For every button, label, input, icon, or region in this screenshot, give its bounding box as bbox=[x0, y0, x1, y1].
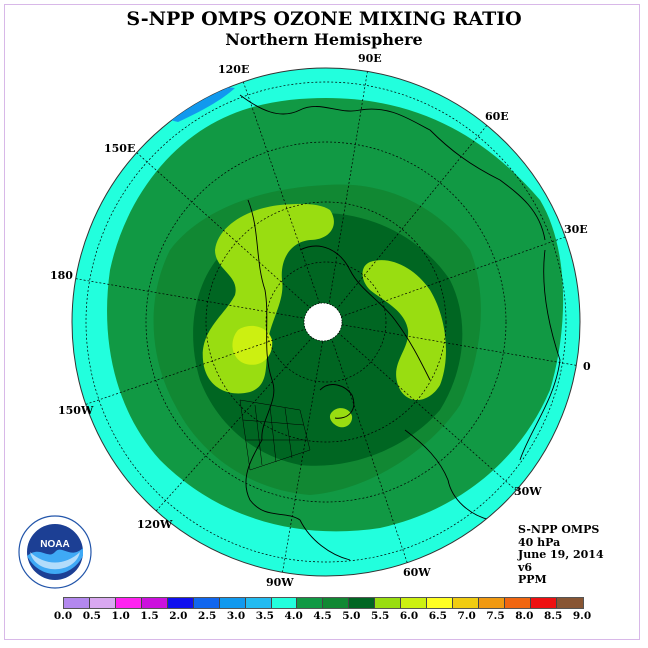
map-subtitle: Northern Hemisphere bbox=[225, 30, 423, 49]
colorbar-tick-label: 4.0 bbox=[284, 610, 303, 622]
colorbar-swatch bbox=[193, 598, 220, 608]
noaa-logo-text: NOAA bbox=[40, 539, 69, 550]
colorbar-tick-label: 0.5 bbox=[82, 610, 101, 622]
info-block: S-NPP OMPS 40 hPa June 19, 2014 v6 PPM bbox=[518, 523, 604, 587]
colorbar bbox=[63, 597, 584, 609]
coastlines bbox=[239, 94, 561, 561]
colorbar-tick-label: 0.0 bbox=[53, 610, 73, 622]
lon-label-90e: 90E bbox=[358, 52, 382, 65]
lon-label-30e: 30E bbox=[564, 223, 588, 236]
colorbar-tick-label: 5.5 bbox=[371, 610, 390, 622]
info-instrument: S-NPP OMPS bbox=[518, 523, 600, 536]
colorbar-swatch bbox=[115, 598, 142, 608]
colorbar-swatch bbox=[401, 598, 428, 608]
info-pressure: 40 hPa bbox=[518, 535, 561, 549]
band-low-patch bbox=[170, 87, 235, 122]
colorbar-tick-label: 7.5 bbox=[486, 610, 505, 622]
lon-label-150e: 150E bbox=[104, 142, 136, 155]
colorbar-swatch bbox=[556, 598, 583, 608]
colorbar-tick-label: 7.0 bbox=[457, 610, 476, 622]
lon-label-120e: 120E bbox=[218, 63, 250, 76]
map-title: S-NPP OMPS OZONE MIXING RATIO bbox=[126, 8, 522, 30]
colorbar-swatch bbox=[64, 598, 90, 608]
colorbar-tick-label: 8.5 bbox=[544, 610, 563, 622]
band-5-5-small bbox=[329, 408, 353, 428]
colorbar-tick-label: 4.5 bbox=[313, 610, 332, 622]
band-5-5-right bbox=[362, 260, 446, 400]
lon-label-30w: 30W bbox=[514, 485, 542, 498]
colorbar-tick-label: 9.0 bbox=[572, 610, 592, 622]
pole-no-data bbox=[303, 302, 343, 342]
colorbar-swatch bbox=[297, 598, 324, 608]
colorbar-tick-label: 2.0 bbox=[169, 610, 188, 622]
colorbar-tick-label: 2.5 bbox=[198, 610, 217, 622]
colorbar-swatch bbox=[453, 598, 479, 608]
colorbar-tick-label: 5.0 bbox=[342, 610, 361, 622]
colorbar-tick-label: 8.0 bbox=[515, 610, 534, 622]
colorbar-swatch bbox=[271, 598, 298, 608]
lon-label-90w: 90W bbox=[266, 576, 294, 589]
colorbar-swatch bbox=[530, 598, 557, 608]
colorbar-tick-label: 3.5 bbox=[255, 610, 274, 622]
colorbar-tick-label: 1.0 bbox=[111, 610, 130, 622]
colorbar-swatch bbox=[245, 598, 272, 608]
state-boundaries bbox=[239, 399, 311, 471]
colorbar-swatch bbox=[349, 598, 376, 608]
info-version: v6 bbox=[518, 560, 533, 574]
colorbar-swatch bbox=[167, 598, 194, 608]
colorbar-swatch bbox=[89, 598, 116, 608]
colorbar-tick-label: 1.5 bbox=[140, 610, 159, 622]
info-units: PPM bbox=[518, 573, 547, 586]
lon-label-150w: 150W bbox=[58, 404, 94, 417]
colorbar-tick-label: 3.0 bbox=[226, 610, 246, 622]
colorbar-tick-label: 6.0 bbox=[399, 610, 419, 622]
lon-label-180: 180 bbox=[50, 269, 73, 282]
figure-frame bbox=[4, 4, 640, 640]
lon-label-60w: 60W bbox=[403, 566, 431, 579]
graticule bbox=[72, 68, 580, 576]
band-6-0 bbox=[232, 325, 273, 365]
colorbar-swatch bbox=[504, 598, 531, 608]
colorbar-swatch bbox=[427, 598, 454, 608]
noaa-logo: NOAA bbox=[18, 515, 92, 589]
lon-label-0: 0 bbox=[583, 360, 591, 373]
colorbar-swatch bbox=[375, 598, 402, 608]
colorbar-swatch bbox=[479, 598, 505, 608]
info-date: June 19, 2014 bbox=[518, 548, 604, 561]
lon-label-60e: 60E bbox=[485, 110, 509, 123]
colorbar-swatch bbox=[323, 598, 350, 608]
colorbar-swatch bbox=[141, 598, 168, 608]
colorbar-tick-label: 6.5 bbox=[428, 610, 447, 622]
colorbar-swatch bbox=[219, 598, 246, 608]
lon-label-120w: 120W bbox=[137, 518, 173, 531]
